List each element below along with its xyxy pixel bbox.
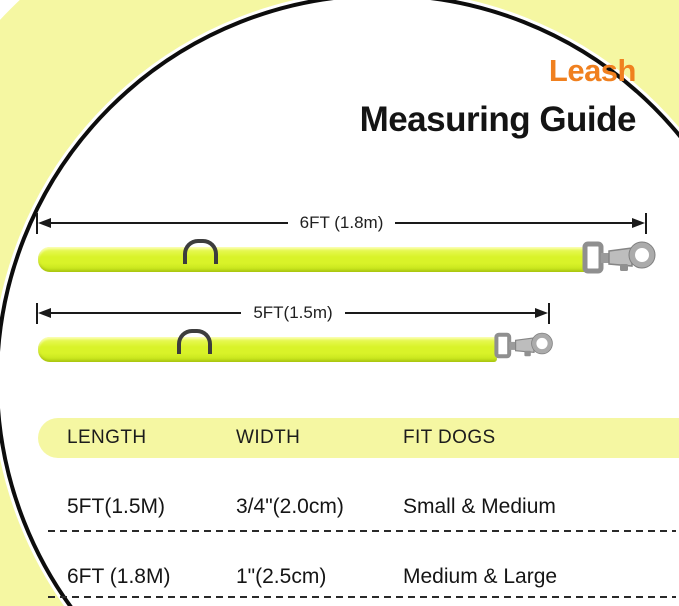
cell-row1-fit: Small & Medium bbox=[403, 495, 556, 518]
cell-row2-fit: Medium & Large bbox=[403, 565, 558, 588]
title-block: Leash Measuring Guide bbox=[359, 53, 637, 139]
arrow-line bbox=[395, 222, 633, 224]
arrow-tick-icon bbox=[548, 302, 550, 324]
table-row: 5FT(1.5M) 3/4"(2.0cm) Small & Medium bbox=[38, 495, 679, 519]
cell-row2-length: 6FT (1.8M) bbox=[67, 565, 171, 588]
arrow-tick-icon bbox=[645, 212, 648, 234]
row-divider-dashed bbox=[48, 596, 676, 598]
cell-row1-width: 3/4"(2.0cm) bbox=[236, 495, 344, 518]
arrow-tick-icon bbox=[36, 302, 38, 324]
leash-strap-6ft bbox=[38, 247, 587, 272]
cell-row2-width: 1"(2.5cm) bbox=[236, 565, 327, 588]
page-title: Measuring Guide bbox=[359, 100, 637, 139]
dimension-arrow-5ft: 5FT(1.5m) bbox=[36, 302, 550, 324]
table-row: 6FT (1.8M) 1"(2.5cm) Medium & Large bbox=[38, 565, 679, 589]
snap-hook-icon bbox=[582, 241, 656, 274]
arrow-tick-icon bbox=[36, 212, 38, 234]
leash-strap-5ft bbox=[38, 337, 497, 362]
dimension-label-6ft: 6FT (1.8m) bbox=[299, 213, 384, 232]
cell-row1-length: 5FT(1.5M) bbox=[67, 495, 166, 518]
arrowhead-right-icon bbox=[632, 218, 646, 228]
header-width: WIDTH bbox=[236, 427, 301, 448]
arrow-line bbox=[51, 222, 288, 224]
row-divider-dashed bbox=[48, 530, 676, 532]
title-accent: Leash bbox=[548, 53, 637, 88]
arrow-line bbox=[344, 312, 535, 314]
table-header-band: LENGTH WIDTH FIT DOGS bbox=[38, 418, 679, 458]
arrowhead-left-icon bbox=[38, 218, 51, 228]
arrow-line bbox=[51, 312, 242, 314]
snap-hook-icon bbox=[494, 332, 553, 359]
arrowhead-left-icon bbox=[38, 308, 51, 318]
dimension-label-5ft: 5FT(1.5m) bbox=[253, 303, 333, 322]
header-fit-dogs: FIT DOGS bbox=[403, 427, 496, 448]
d-ring-icon bbox=[183, 239, 218, 264]
d-ring-icon bbox=[177, 329, 212, 354]
header-length: LENGTH bbox=[67, 427, 147, 448]
dimension-arrow-6ft: 6FT (1.8m) bbox=[36, 212, 648, 234]
arrowhead-right-icon bbox=[535, 308, 548, 318]
